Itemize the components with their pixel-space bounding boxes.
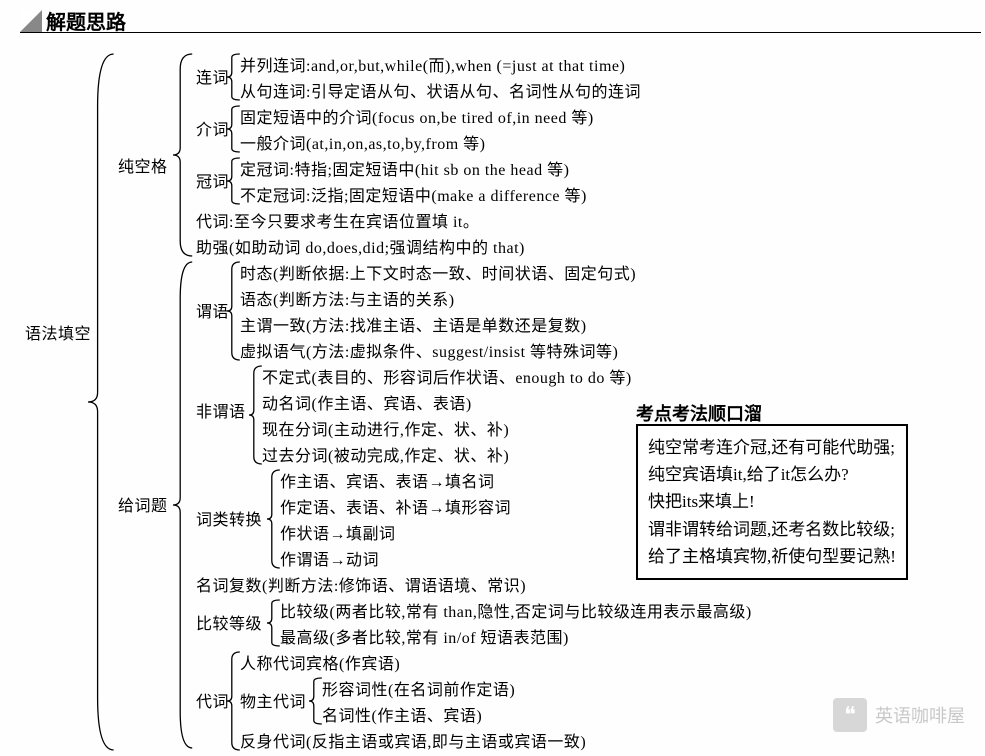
dc-b2: 名词性(作主语、宾语): [322, 704, 482, 730]
watermark-text: 英语咖啡屋: [875, 702, 965, 728]
bijiao-b: 最高级(多者比较,常有 in/of 短语表范围): [280, 626, 569, 652]
jieci-b: 一般介词(at,in,on,as,to,by,from 等): [240, 132, 486, 158]
brace-svg: [227, 652, 240, 750]
lianci-a: 并列连词:and,or,but,while(而),when (=just at …: [240, 54, 625, 80]
cilei-c: 作状语→填副词: [280, 522, 396, 548]
bijiao-label: 比较等级: [196, 612, 262, 638]
guanci-a: 定冠词:特指;固定短语中(hit sb on the head 等): [240, 158, 569, 184]
mnemonic-title: 考点考法顺口溜: [636, 400, 762, 426]
jieci-a: 固定短语中的介词(focus on,be tired of,in need 等): [240, 106, 594, 132]
weiyu-d: 虚拟语气(方法:虚拟条件、suggest/insist 等特殊词等): [240, 340, 618, 366]
mnemonic-box: 纯空常考连介冠,还有可能代助强; 纯空宾语填it,给了it怎么办? 快把its来…: [636, 424, 908, 580]
dc-b-label: 物主代词: [240, 690, 306, 716]
brace-svg: [88, 54, 114, 750]
header-rule: [20, 32, 981, 33]
page-title: 解题思路: [46, 6, 126, 35]
brace-svg: [309, 678, 322, 724]
mnemonic-line: 纯空宾语填it,给了it怎么办?: [648, 461, 896, 488]
watermark: ❝ 英语咖啡屋: [833, 698, 965, 732]
weiyu-b: 语态(判断方法:与主语的关系): [240, 288, 455, 314]
guanci-label: 冠词: [196, 170, 229, 196]
mnemonic-line: 纯空常考连介冠,还有可能代助强;: [648, 434, 896, 461]
mnemonic-line: 给了主格填宾物,祈使句型要记熟!: [648, 543, 896, 570]
weiyu-a: 时态(判断依据:上下文时态一致、时间状语、固定句式): [240, 262, 636, 288]
lianci-label: 连词: [196, 66, 229, 92]
jieci-label: 介词: [196, 118, 229, 144]
bijiao-a: 比较级(两者比较,常有 than,隐性,否定词与比较级连用表示最高级): [280, 600, 752, 626]
brace-svg: [227, 158, 240, 204]
weiyu-label: 谓语: [196, 300, 229, 326]
brace-svg: [227, 262, 240, 360]
brace-svg: [227, 106, 240, 152]
mnemonic-line: 谓非谓转给词题,还考名数比较级;: [648, 516, 896, 543]
feiwei-c: 现在分词(主动进行,作定、状、补): [262, 418, 509, 444]
dc-a: 人称代词宾格(作宾语): [240, 652, 400, 678]
mnemonic-line: 快把its来填上!: [648, 488, 896, 515]
lianci-b: 从句连词:引导定语从句、状语从句、名词性从句的连词: [240, 80, 641, 106]
dc-b1: 形容词性(在名词前作定语): [322, 678, 515, 704]
feiwei-b: 动名词(作主语、宾语、表语): [262, 392, 472, 418]
root-label: 语法填空: [25, 322, 91, 348]
brace-svg: [173, 54, 192, 256]
feiwei-a: 不定式(表目的、形容词后作状语、enough to do 等): [262, 366, 632, 392]
wechat-icon: ❝: [833, 698, 867, 732]
zhuqiang-line: 助强(如助动词 do,does,did;强调结构中的 that): [196, 236, 525, 262]
guanci-b: 不定冠词:泛指;固定短语中(make a difference 等): [240, 184, 587, 210]
header-icon: [20, 10, 42, 32]
daici-line: 代词:至今只要求考生在宾语位置填 it。: [196, 210, 479, 236]
cilei-b: 作定语、表语、补语→填形容词: [280, 496, 511, 522]
header: 解题思路: [20, 6, 126, 35]
mingci-line: 名词复数(判断方法:修饰语、谓语语境、常识): [196, 574, 526, 600]
brace-svg: [267, 470, 280, 568]
brace-svg: [173, 262, 192, 748]
brace-svg: [267, 600, 280, 646]
feiwei-d: 过去分词(被动完成,作定、状、补): [262, 444, 509, 470]
brace-svg: [227, 54, 240, 100]
dc-label: 代词: [196, 690, 229, 716]
cat1-label: 纯空格: [118, 155, 168, 181]
cilei-a: 作主语、宾语、表语→填名词: [280, 470, 495, 496]
cilei-d: 作谓语→动词: [280, 548, 379, 574]
brace-svg: [249, 366, 262, 464]
cilei-label: 词类转换: [196, 508, 262, 534]
weiyu-c: 主谓一致(方法:找准主语、主语是单数还是复数): [240, 314, 587, 340]
feiwei-label: 非谓语: [196, 400, 246, 426]
cat2-label: 给词题: [118, 494, 168, 520]
dc-c: 反身代词(反指主语或宾语,即与主语或宾语一致): [240, 730, 586, 756]
